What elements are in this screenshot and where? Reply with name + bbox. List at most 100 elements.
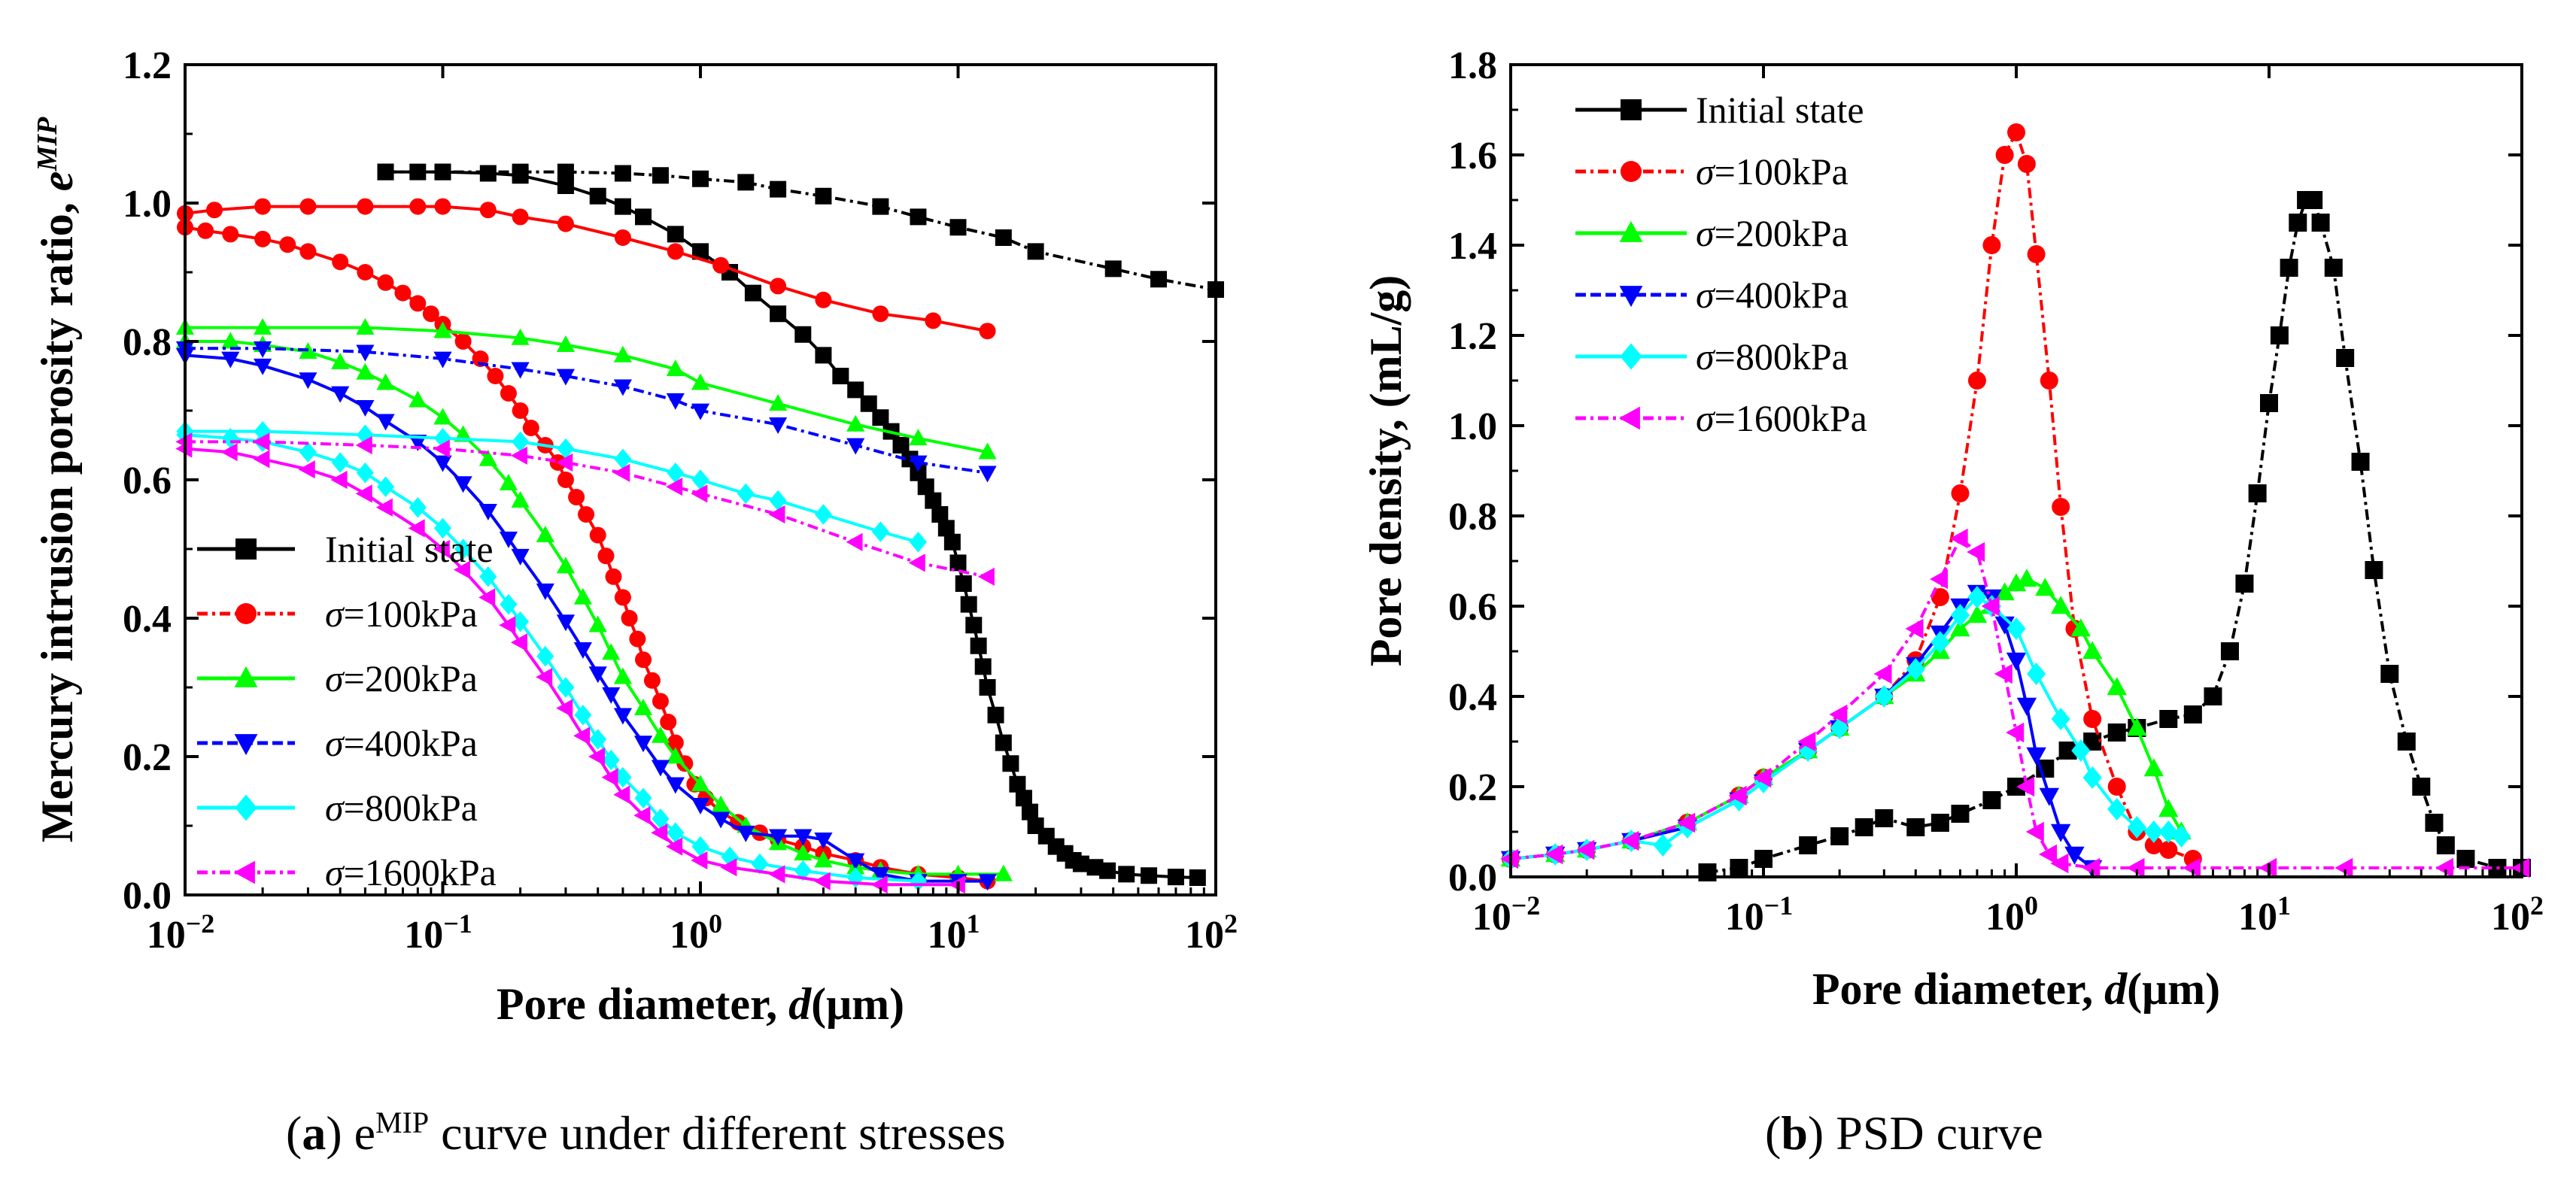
- data-point-s800: [433, 517, 452, 539]
- data-point-s100: [512, 208, 529, 226]
- data-point-s100: [357, 198, 374, 215]
- data-point-s800: [909, 870, 927, 892]
- data-point-initial: [2324, 259, 2343, 277]
- data-point-initial: [1118, 866, 1135, 883]
- data-point-s800: [667, 463, 685, 484]
- data-point-s200: [712, 795, 731, 812]
- data-point-s200: [536, 525, 554, 542]
- series-line-s400: [1510, 590, 2094, 869]
- data-point-s100: [597, 548, 615, 565]
- data-point-s400: [651, 760, 670, 777]
- data-point-s1600: [1753, 767, 1772, 788]
- y-tick-label: 1.0: [1448, 405, 1497, 448]
- data-point-s100: [197, 222, 214, 239]
- data-point-s1600: [478, 588, 496, 607]
- data-point-s100: [299, 243, 317, 260]
- data-point-s200: [556, 557, 576, 574]
- data-point-s400: [478, 504, 497, 521]
- y-tick-label: 0.6: [1448, 586, 1497, 629]
- legend-marker: [233, 860, 255, 884]
- data-point-s1600: [298, 460, 315, 479]
- data-point-s800: [454, 538, 472, 560]
- y-tick-label: 0.0: [1448, 857, 1497, 899]
- x-tick-label: 10−1: [1725, 890, 1794, 939]
- data-point-s800: [871, 521, 889, 542]
- data-point-s100: [635, 651, 652, 669]
- data-point-initial: [970, 637, 987, 654]
- data-point-s400: [2039, 787, 2059, 806]
- data-point-initial: [2336, 349, 2355, 367]
- data-point-s1600: [253, 432, 270, 451]
- legend-label: σ=1600kPa: [325, 851, 497, 893]
- caption-b: (b) PSD curve: [1765, 1106, 2043, 1160]
- data-point-initial: [2289, 214, 2307, 232]
- data-point-initial: [995, 229, 1012, 246]
- data-point-s800: [2006, 617, 2026, 640]
- data-point-s400: [691, 798, 710, 815]
- legend-item-s100: σ=100kPa: [197, 593, 478, 635]
- legend-label: Initial state: [325, 528, 494, 570]
- data-point-s1600: [1829, 704, 1848, 725]
- data-point-initial: [2204, 687, 2222, 705]
- legend-label: Initial state: [1696, 89, 1864, 131]
- data-point-s1600: [2183, 857, 2201, 878]
- data-point-initial: [512, 163, 529, 180]
- data-point-s100: [434, 198, 451, 215]
- data-point-initial: [832, 368, 849, 384]
- panel-a-y-axis-title: Mercury intrusion porosity ratio, eMIP: [32, 117, 82, 842]
- data-point-initial: [1009, 775, 1026, 793]
- y-tick-label: 1.2: [123, 44, 172, 87]
- data-point-s1600: [2435, 857, 2454, 878]
- legend-label: σ=1600kPa: [1696, 397, 1867, 439]
- data-point-s1600: [768, 505, 785, 524]
- data-point-s400: [556, 369, 576, 386]
- data-point-initial: [770, 305, 787, 323]
- data-point-s100: [589, 526, 606, 544]
- data-point-initial: [937, 520, 955, 537]
- data-point-initial: [910, 464, 927, 481]
- series-s100-3: [177, 198, 996, 340]
- data-point-s800: [2027, 663, 2046, 685]
- data-point-s100: [2007, 123, 2025, 141]
- data-point-s1600: [433, 539, 450, 559]
- data-point-initial: [1830, 827, 1849, 845]
- data-point-s200: [588, 615, 607, 632]
- data-point-s200: [254, 317, 272, 335]
- series-s400-7: [175, 341, 997, 483]
- y-tick-label: 0.4: [1448, 676, 1497, 719]
- series-line-s100: [184, 205, 988, 333]
- data-point-initial: [815, 347, 832, 364]
- data-point-initial: [2380, 665, 2399, 683]
- legend-item-s200: σ=200kPa: [1575, 212, 1848, 254]
- data-point-s800: [299, 441, 317, 463]
- y-tick-label: 1.0: [123, 183, 172, 226]
- data-point-s400: [511, 362, 530, 379]
- data-point-s1600: [691, 851, 708, 870]
- data-point-s100: [377, 274, 394, 291]
- y-tick-label: 0.2: [123, 736, 172, 779]
- data-point-s800: [1874, 685, 1894, 708]
- data-point-initial: [1189, 869, 1206, 886]
- data-point-s1600: [2016, 776, 2035, 797]
- legend-label: σ=400kPa: [1696, 274, 1848, 316]
- legend-marker: [234, 666, 258, 687]
- data-point-s200: [613, 667, 632, 684]
- data-point-s1600: [2050, 853, 2069, 874]
- data-point-s400: [712, 811, 731, 829]
- series-s1600-10: [175, 439, 965, 894]
- data-point-s1600: [510, 633, 527, 652]
- data-point-s400: [633, 736, 653, 753]
- data-point-s800: [500, 593, 518, 615]
- data-point-s400: [356, 400, 375, 417]
- panel-b-x-axis-title: Pore diameter, d(μm): [1812, 964, 2220, 1014]
- legend-item-s100: σ=100kPa: [1575, 150, 1848, 193]
- data-point-s100: [454, 333, 472, 350]
- data-point-initial: [557, 163, 574, 180]
- legend-label: σ=800kPa: [325, 787, 478, 829]
- data-point-s1600: [355, 435, 372, 455]
- data-point-s100: [1967, 372, 1986, 390]
- data-point-s100: [2144, 836, 2163, 854]
- legend-item-s200: σ=200kPa: [197, 657, 478, 699]
- data-point-initial: [614, 165, 631, 182]
- data-point-s400: [356, 344, 375, 362]
